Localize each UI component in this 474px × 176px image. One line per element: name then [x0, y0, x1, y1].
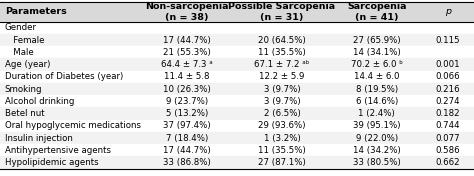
Bar — [0, 107, 474, 120]
Text: 17 (44.7%): 17 (44.7%) — [164, 36, 211, 45]
Text: 6 (14.6%): 6 (14.6%) — [356, 97, 398, 106]
Text: Female: Female — [5, 36, 44, 45]
Text: 0.066: 0.066 — [436, 72, 460, 81]
Text: 0.586: 0.586 — [436, 146, 460, 155]
Text: 9 (22.0%): 9 (22.0%) — [356, 134, 398, 143]
Text: 33 (80.5%): 33 (80.5%) — [353, 158, 401, 167]
Text: 7 (18.4%): 7 (18.4%) — [166, 134, 209, 143]
Text: 8 (19.5%): 8 (19.5%) — [356, 84, 398, 93]
Bar — [0, 71, 474, 83]
Text: 27 (65.9%): 27 (65.9%) — [353, 36, 401, 45]
Text: Parameters: Parameters — [5, 7, 66, 16]
Text: Oral hypoglycemic medications: Oral hypoglycemic medications — [5, 121, 141, 130]
Text: 21 (55.3%): 21 (55.3%) — [164, 48, 211, 57]
Text: 67.1 ± 7.2 ᵃᵇ: 67.1 ± 7.2 ᵃᵇ — [255, 60, 310, 69]
Text: 11 (35.5%): 11 (35.5%) — [258, 146, 306, 155]
Text: 0.001: 0.001 — [436, 60, 460, 69]
Text: 12.2 ± 5.9: 12.2 ± 5.9 — [259, 72, 305, 81]
Text: Alcohol drinking: Alcohol drinking — [5, 97, 74, 106]
Text: 11.4 ± 5.8: 11.4 ± 5.8 — [164, 72, 210, 81]
Text: 3 (9.7%): 3 (9.7%) — [264, 84, 301, 93]
Text: 33 (86.8%): 33 (86.8%) — [164, 158, 211, 167]
Text: 64.4 ± 7.3 ᵃ: 64.4 ± 7.3 ᵃ — [162, 60, 213, 69]
Text: 20 (64.5%): 20 (64.5%) — [258, 36, 306, 45]
Text: 14 (34.2%): 14 (34.2%) — [353, 146, 401, 155]
Text: 39 (95.1%): 39 (95.1%) — [353, 121, 401, 130]
Text: Non-sarcopenia
(n = 38): Non-sarcopenia (n = 38) — [146, 2, 229, 22]
Bar — [0, 120, 474, 132]
Text: 9 (23.7%): 9 (23.7%) — [166, 97, 208, 106]
Text: Age (year): Age (year) — [5, 60, 50, 69]
Text: 37 (97.4%): 37 (97.4%) — [164, 121, 211, 130]
Text: 1 (2.4%): 1 (2.4%) — [358, 109, 395, 118]
Text: 14.4 ± 6.0: 14.4 ± 6.0 — [354, 72, 400, 81]
Text: p: p — [445, 7, 451, 16]
Text: 10 (26.3%): 10 (26.3%) — [164, 84, 211, 93]
Text: Sarcopenia
(n = 41): Sarcopenia (n = 41) — [347, 2, 407, 22]
Text: Insulin injection: Insulin injection — [5, 134, 73, 143]
Bar — [0, 58, 474, 71]
Text: 0.744: 0.744 — [436, 121, 460, 130]
Text: 1 (3.2%): 1 (3.2%) — [264, 134, 301, 143]
Text: 0.662: 0.662 — [436, 158, 460, 167]
Text: 2 (6.5%): 2 (6.5%) — [264, 109, 301, 118]
Text: 5 (13.2%): 5 (13.2%) — [166, 109, 209, 118]
Text: 3 (9.7%): 3 (9.7%) — [264, 97, 301, 106]
Text: 17 (44.7%): 17 (44.7%) — [164, 146, 211, 155]
Text: 27 (87.1%): 27 (87.1%) — [258, 158, 306, 167]
Text: Gender: Gender — [5, 23, 37, 32]
Text: Possible Sarcopenia
(n = 31): Possible Sarcopenia (n = 31) — [228, 2, 336, 22]
Text: Male: Male — [5, 48, 34, 57]
Bar — [0, 132, 474, 144]
Text: 0.216: 0.216 — [436, 84, 460, 93]
Text: Antihypertensive agents: Antihypertensive agents — [5, 146, 111, 155]
Text: 0.077: 0.077 — [436, 134, 460, 143]
Bar — [0, 95, 474, 107]
Text: 0.115: 0.115 — [436, 36, 460, 45]
Text: Hypolipidemic agents: Hypolipidemic agents — [5, 158, 99, 167]
Bar — [0, 2, 474, 22]
Bar — [0, 34, 474, 46]
Bar — [0, 22, 474, 34]
Text: 70.2 ± 6.0 ᵇ: 70.2 ± 6.0 ᵇ — [351, 60, 403, 69]
Bar — [0, 144, 474, 156]
Bar — [0, 46, 474, 58]
Text: 0.274: 0.274 — [436, 97, 460, 106]
Text: 14 (34.1%): 14 (34.1%) — [353, 48, 401, 57]
Text: Duration of Diabetes (year): Duration of Diabetes (year) — [5, 72, 123, 81]
Text: 29 (93.6%): 29 (93.6%) — [258, 121, 306, 130]
Bar — [0, 83, 474, 95]
Bar — [0, 156, 474, 169]
Text: 0.182: 0.182 — [436, 109, 460, 118]
Text: Betel nut: Betel nut — [5, 109, 45, 118]
Text: 11 (35.5%): 11 (35.5%) — [258, 48, 306, 57]
Text: Smoking: Smoking — [5, 84, 42, 93]
